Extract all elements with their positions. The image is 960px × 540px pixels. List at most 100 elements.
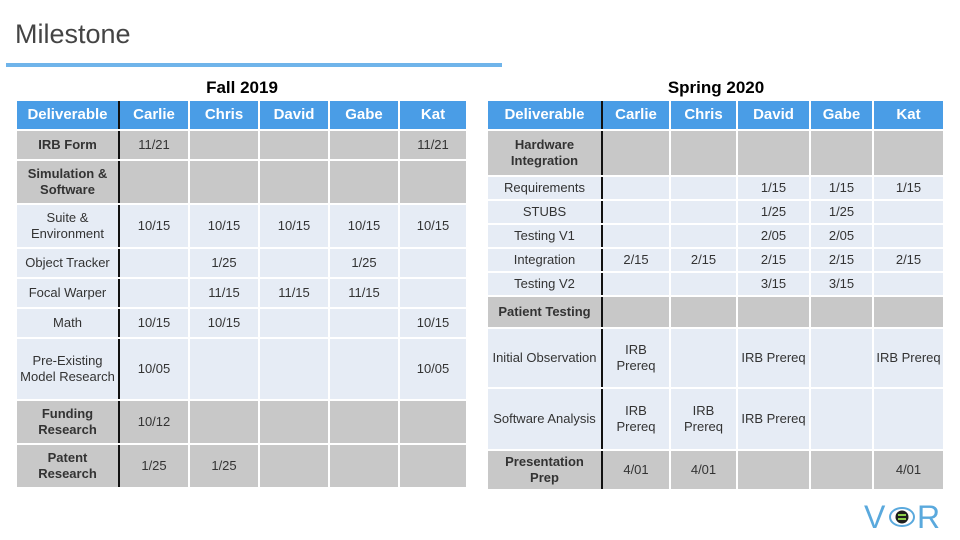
date-cell bbox=[602, 224, 671, 249]
date-cell: IRB Prereq bbox=[602, 328, 671, 389]
deliverable-cell: Focal Warper bbox=[17, 278, 120, 309]
date-cell bbox=[602, 176, 671, 201]
date-cell: 10/15 bbox=[119, 308, 190, 339]
date-cell bbox=[189, 130, 260, 161]
eye-icon bbox=[889, 507, 915, 527]
table-row: Focal Warper 11/15 11/15 11/15 bbox=[17, 278, 468, 309]
deliverable-cell: Hardware Integration bbox=[488, 130, 603, 177]
date-cell bbox=[329, 338, 400, 401]
column-header: Chris bbox=[189, 101, 260, 131]
column-header: Gabe bbox=[329, 101, 400, 131]
date-cell bbox=[399, 160, 468, 205]
date-cell: 4/01 bbox=[873, 450, 945, 491]
date-cell: IRB Prereq bbox=[737, 328, 811, 389]
date-cell: 2/15 bbox=[810, 248, 874, 273]
date-cell bbox=[189, 160, 260, 205]
date-cell: 2/15 bbox=[873, 248, 945, 273]
table-row: Presentation Prep 4/01 4/01 4/01 bbox=[488, 450, 945, 491]
date-cell bbox=[602, 296, 671, 329]
date-cell: 1/25 bbox=[189, 444, 260, 489]
deliverable-cell: Presentation Prep bbox=[488, 450, 603, 491]
date-cell: 1/25 bbox=[189, 248, 260, 279]
column-header: David bbox=[737, 101, 811, 131]
date-cell bbox=[399, 248, 468, 279]
date-cell: 1/25 bbox=[810, 200, 874, 225]
date-cell bbox=[259, 400, 330, 445]
date-cell: 11/15 bbox=[329, 278, 400, 309]
date-cell bbox=[259, 130, 330, 161]
date-cell bbox=[119, 160, 190, 205]
date-cell bbox=[670, 328, 738, 389]
date-cell: 3/15 bbox=[810, 272, 874, 297]
date-cell: 1/25 bbox=[737, 200, 811, 225]
table-row: Patient Testing bbox=[488, 296, 945, 329]
date-cell: 11/15 bbox=[259, 278, 330, 309]
date-cell bbox=[810, 450, 874, 491]
eye-pupil-icon bbox=[895, 510, 909, 524]
date-cell: IRB Prereq bbox=[737, 388, 811, 451]
logo-letter-v: V bbox=[864, 500, 886, 532]
date-cell: 1/25 bbox=[119, 444, 190, 489]
deliverable-cell: Integration bbox=[488, 248, 603, 273]
deliverable-cell: Initial Observation bbox=[488, 328, 603, 389]
date-cell bbox=[810, 130, 874, 177]
date-cell bbox=[399, 278, 468, 309]
date-cell bbox=[259, 308, 330, 339]
date-cell bbox=[670, 176, 738, 201]
date-cell: 11/21 bbox=[399, 130, 468, 161]
deliverable-cell: Software Analysis bbox=[488, 388, 603, 451]
table-row: Math 10/15 10/15 10/15 bbox=[17, 308, 468, 339]
date-cell bbox=[119, 248, 190, 279]
date-cell: 10/15 bbox=[399, 204, 468, 249]
table-row: Simulation & Software bbox=[17, 160, 468, 205]
date-cell bbox=[119, 278, 190, 309]
date-cell bbox=[189, 400, 260, 445]
deliverable-cell: Suite & Environment bbox=[17, 204, 120, 249]
table-row: Patent Research 1/25 1/25 bbox=[17, 444, 468, 489]
date-cell: IRB Prereq bbox=[873, 328, 945, 389]
date-cell bbox=[873, 388, 945, 451]
deliverable-cell: Funding Research bbox=[17, 400, 120, 445]
date-cell bbox=[670, 224, 738, 249]
date-cell: 1/15 bbox=[810, 176, 874, 201]
date-cell bbox=[259, 444, 330, 489]
deliverable-cell: Patent Research bbox=[17, 444, 120, 489]
date-cell: 1/15 bbox=[873, 176, 945, 201]
date-cell bbox=[737, 130, 811, 177]
vor-logo: V R bbox=[864, 500, 940, 532]
date-cell: 10/15 bbox=[119, 204, 190, 249]
column-header: Deliverable bbox=[17, 101, 120, 131]
deliverable-cell: Testing V1 bbox=[488, 224, 603, 249]
date-cell bbox=[737, 450, 811, 491]
date-cell bbox=[873, 272, 945, 297]
date-cell: 10/15 bbox=[329, 204, 400, 249]
table-row: Suite & Environment 10/15 10/15 10/15 10/15 1… bbox=[17, 204, 468, 249]
date-cell: 1/25 bbox=[329, 248, 400, 279]
table-row: Pre-Existing Model Research 10/05 10/05 bbox=[17, 338, 468, 401]
date-cell bbox=[329, 308, 400, 339]
date-cell: 3/15 bbox=[737, 272, 811, 297]
deliverable-cell: Requirements bbox=[488, 176, 603, 201]
date-cell bbox=[329, 160, 400, 205]
slide-title: Milestone bbox=[15, 19, 131, 49]
date-cell: 2/15 bbox=[602, 248, 671, 273]
date-cell: 4/01 bbox=[670, 450, 738, 491]
deliverable-cell: STUBS bbox=[488, 200, 603, 225]
deliverable-cell: Testing V2 bbox=[488, 272, 603, 297]
spring-heading: Spring 2020 bbox=[667, 78, 765, 97]
column-header: Gabe bbox=[810, 101, 874, 131]
date-cell: 11/15 bbox=[189, 278, 260, 309]
date-cell: 10/15 bbox=[399, 308, 468, 339]
column-header: Deliverable bbox=[488, 101, 603, 131]
date-cell bbox=[810, 388, 874, 451]
fall-heading: Fall 2019 bbox=[206, 78, 278, 97]
table-header-row: Deliverable Carlie Chris David Gabe Kat bbox=[17, 101, 468, 131]
date-cell bbox=[329, 400, 400, 445]
table-row: Integration 2/15 2/15 2/15 2/15 2/15 bbox=[488, 248, 945, 273]
date-cell: 10/15 bbox=[189, 308, 260, 339]
date-cell bbox=[873, 200, 945, 225]
date-cell bbox=[873, 224, 945, 249]
date-cell: IRB Prereq bbox=[670, 388, 738, 451]
date-cell bbox=[259, 338, 330, 401]
spring-milestone-table: Deliverable Carlie Chris David Gabe Kat Hardw… bbox=[488, 101, 945, 491]
